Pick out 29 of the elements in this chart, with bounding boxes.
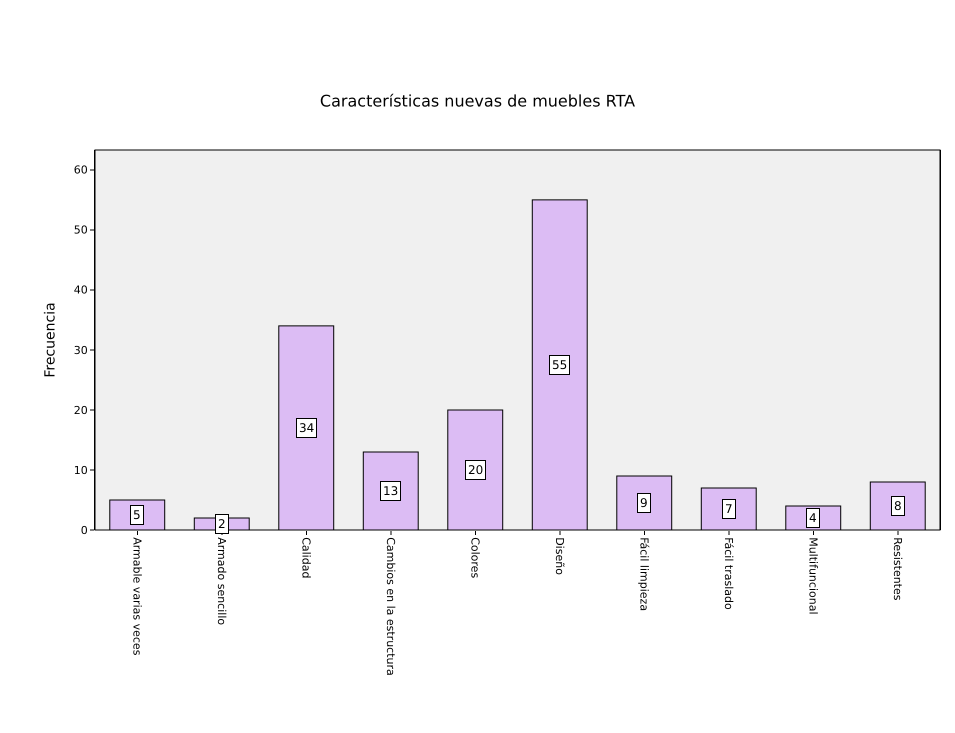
x-tick-label: Calidad (300, 537, 313, 578)
x-tick-label: Diseño (553, 537, 566, 576)
data-label: 8 (894, 499, 902, 513)
x-tick-label: Fácil limpieza (638, 537, 651, 612)
chart-title: Características nuevas de muebles RTA (320, 91, 636, 110)
x-tick-label: Resistentes (891, 537, 904, 601)
y-axis-title: Frecuencia (42, 302, 58, 378)
data-label: 13 (383, 484, 398, 498)
y-tick-label: 0 (80, 524, 88, 537)
x-tick-label: Armable varias veces (130, 537, 144, 656)
x-tick-label: Multifuncional (806, 537, 820, 615)
data-label: 2 (218, 517, 226, 531)
x-tick-label: Colores (468, 537, 482, 578)
y-tick-label: 60 (74, 164, 88, 177)
x-tick-label: Armado sencillo (215, 537, 228, 626)
y-tick-label: 50 (74, 224, 88, 237)
x-tick-label: Fácil traslado (722, 537, 736, 610)
y-tick-label: 30 (74, 344, 88, 357)
data-label: 55 (552, 358, 568, 372)
y-tick-label: 40 (74, 284, 88, 297)
y-tick-label: 10 (74, 464, 88, 477)
data-label: 20 (468, 463, 484, 477)
x-tick-label: Cambios en la estructura (384, 537, 398, 676)
y-tick-label: 20 (74, 404, 88, 417)
data-label: 5 (133, 508, 141, 522)
data-label: 9 (640, 496, 648, 510)
data-label: 4 (809, 511, 817, 525)
data-label: 7 (725, 502, 733, 516)
data-label: 34 (299, 421, 314, 435)
